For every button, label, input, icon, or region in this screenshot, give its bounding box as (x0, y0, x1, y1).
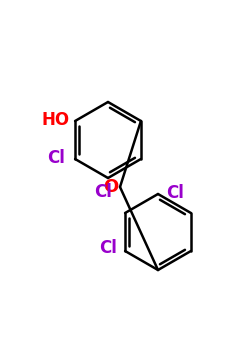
Text: Cl: Cl (166, 184, 184, 202)
Text: Cl: Cl (47, 149, 65, 167)
Text: HO: HO (41, 111, 69, 129)
Text: Cl: Cl (99, 239, 117, 257)
Text: O: O (104, 178, 119, 196)
Text: Cl: Cl (94, 183, 112, 201)
